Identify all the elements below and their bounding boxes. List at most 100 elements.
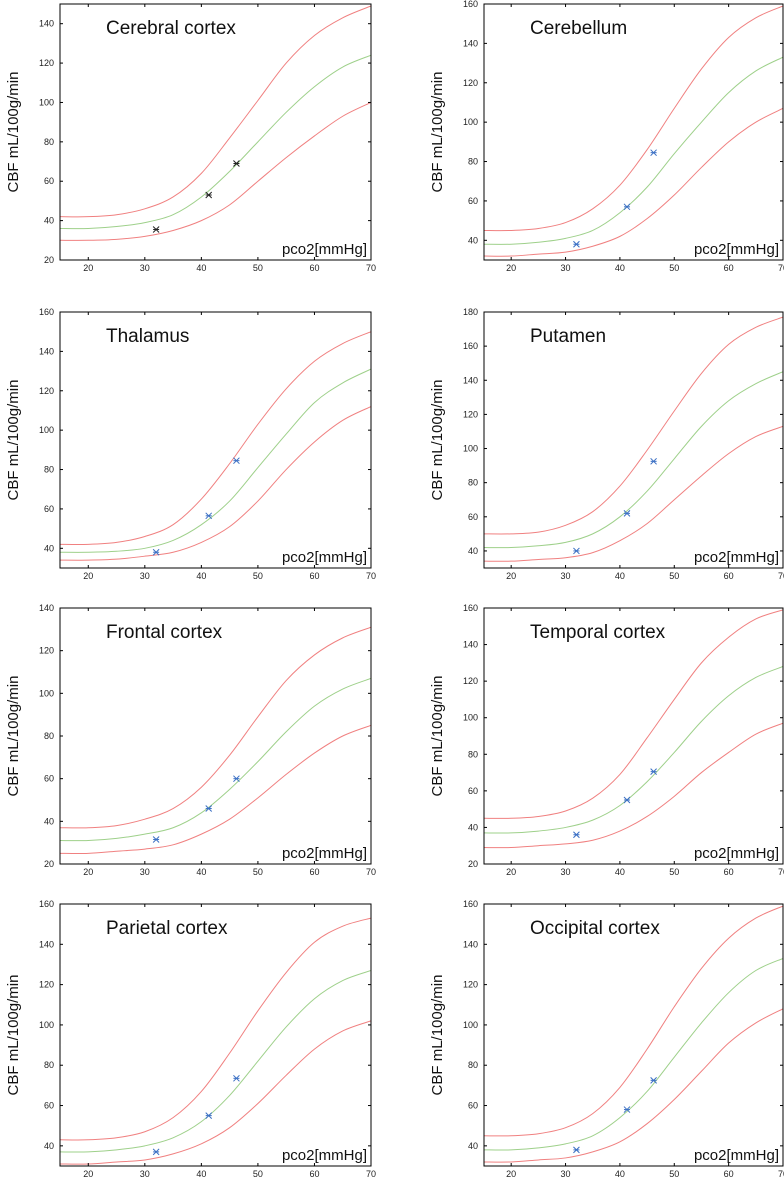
y-tick-label: 60 xyxy=(468,786,478,796)
series-lower-line xyxy=(484,425,783,562)
x-axis-label: pco2[mmHg] xyxy=(282,1147,367,1164)
data-point-marker xyxy=(233,457,240,465)
y-tick-label: 120 xyxy=(39,980,54,990)
x-tick-label: 60 xyxy=(309,263,319,273)
series-upper-line xyxy=(484,316,783,535)
series-lines xyxy=(60,917,371,1165)
x-tick-label: 40 xyxy=(196,867,206,877)
x-tick-label: 20 xyxy=(506,1169,516,1179)
y-tick-label: 140 xyxy=(463,375,478,385)
y-tick-label: 40 xyxy=(44,543,54,553)
series-lower-line xyxy=(60,406,371,561)
data-point-marker xyxy=(152,226,160,233)
x-tick-label: 60 xyxy=(724,263,734,273)
x-tick-label: 50 xyxy=(669,1169,679,1179)
y-tick-label: 140 xyxy=(463,939,478,949)
panel-1: 20 30 40 50 60 70 20 40 60 80 100 120 140 Cerebral co… xyxy=(5,3,376,273)
x-tick-label: 50 xyxy=(253,263,263,273)
x-tick-label: 20 xyxy=(83,571,93,581)
series-lower-line xyxy=(60,102,371,241)
x-axis-label: pco2[mmHg] xyxy=(694,1147,779,1164)
series-upper-line xyxy=(484,5,783,232)
x-tick-label: 40 xyxy=(196,263,206,273)
data-point-marker xyxy=(152,548,160,556)
y-tick-label: 40 xyxy=(468,822,478,832)
x-tick-label: 50 xyxy=(669,263,679,273)
y-tick-label: 120 xyxy=(463,980,478,990)
x-tick-label: 70 xyxy=(366,1169,376,1179)
y-tick-label: 120 xyxy=(39,58,54,68)
y-tick-label: 120 xyxy=(463,676,478,686)
y-tick-label: 40 xyxy=(468,235,478,245)
x-tick-label: 50 xyxy=(669,867,679,877)
y-tick-label: 40 xyxy=(44,816,54,826)
axes-frame xyxy=(483,3,784,261)
panel-title: Occipital cortex xyxy=(530,918,660,939)
y-tick-label: 100 xyxy=(463,713,478,723)
y-axis-label: CBF mL/100g/min xyxy=(5,975,22,1096)
x-tick-label: 70 xyxy=(778,263,784,273)
y-tick-label: 140 xyxy=(39,19,54,29)
x-tick-label: 20 xyxy=(506,571,516,581)
data-point-marker xyxy=(233,160,240,167)
series-lines xyxy=(60,5,371,241)
data-point-marker xyxy=(573,831,580,839)
series-lower-line xyxy=(484,722,783,849)
y-tick-label: 80 xyxy=(468,1060,478,1070)
y-tick-label: 160 xyxy=(463,341,478,351)
panel-title: Frontal cortex xyxy=(106,622,223,643)
axes-frame xyxy=(59,903,372,1167)
x-tick-label: 30 xyxy=(561,1169,571,1179)
y-tick-label: 60 xyxy=(44,176,54,186)
data-point-marker xyxy=(205,512,213,520)
y-tick-label: 60 xyxy=(44,504,54,514)
data-point-marker xyxy=(152,836,160,843)
y-tick-label: 140 xyxy=(39,603,54,613)
x-tick-label: 50 xyxy=(253,571,263,581)
panel-7: 20 30 40 50 60 70 40 60 80 100 120 140 160 Parietal c… xyxy=(5,899,376,1179)
y-tick-label: 140 xyxy=(39,346,54,356)
series-mean-line xyxy=(60,677,371,842)
x-tick-label: 30 xyxy=(561,867,571,877)
x-tick-label: 30 xyxy=(561,571,571,581)
x-axis-label: pco2[mmHg] xyxy=(282,241,367,258)
panel-4: 20 30 40 50 60 70 40 60 80 100 120 140 160 180 Putamen… xyxy=(429,307,784,581)
data-point-marker xyxy=(233,775,240,783)
data-point-marker xyxy=(623,510,631,517)
x-tick-label: 30 xyxy=(140,867,150,877)
panel-3: 20 30 40 50 60 70 40 60 80 100 120 140 160 Thalamus pc… xyxy=(5,307,376,581)
y-axis-label: CBF mL/100g/min xyxy=(5,380,22,501)
x-axis-label: pco2[mmHg] xyxy=(282,549,367,566)
y-tick-label: 40 xyxy=(44,216,54,226)
y-tick-label: 60 xyxy=(44,1101,54,1111)
x-tick-label: 70 xyxy=(778,867,784,877)
y-tick-label: 160 xyxy=(463,0,478,9)
series-mean-line xyxy=(484,371,783,549)
x-tick-label: 20 xyxy=(83,1169,93,1179)
data-point-marker xyxy=(233,1074,240,1082)
y-tick-label: 100 xyxy=(463,1020,478,1030)
y-tick-label: 80 xyxy=(44,1060,54,1070)
series-lower-line xyxy=(60,724,371,854)
x-tick-label: 60 xyxy=(724,867,734,877)
x-axis-label: pco2[mmHg] xyxy=(282,845,367,862)
y-tick-label: 40 xyxy=(44,1141,54,1151)
series-upper-line xyxy=(60,626,371,829)
panel-2: 20 30 40 50 60 70 40 60 80 100 120 140 160 Cerebellum… xyxy=(429,0,784,273)
series-upper-line xyxy=(484,609,783,819)
y-tick-label: 180 xyxy=(463,307,478,317)
series-lines xyxy=(484,5,783,257)
y-tick-label: 120 xyxy=(39,386,54,396)
y-tick-label: 120 xyxy=(463,409,478,419)
y-tick-label: 100 xyxy=(463,117,478,127)
y-axis-label: CBF mL/100g/min xyxy=(429,975,446,1096)
x-tick-label: 40 xyxy=(615,571,625,581)
panel-title: Cerebral cortex xyxy=(106,18,236,39)
panel-6: 20 30 40 50 60 70 20 40 60 80 100 120 140 160 Temporal… xyxy=(429,603,784,877)
y-tick-label: 20 xyxy=(44,255,54,265)
panel-title: Temporal cortex xyxy=(530,622,666,643)
x-tick-label: 20 xyxy=(83,263,93,273)
data-point-marker xyxy=(205,805,213,812)
y-axis-label: CBF mL/100g/min xyxy=(5,676,22,797)
series-mean-line xyxy=(60,970,371,1153)
